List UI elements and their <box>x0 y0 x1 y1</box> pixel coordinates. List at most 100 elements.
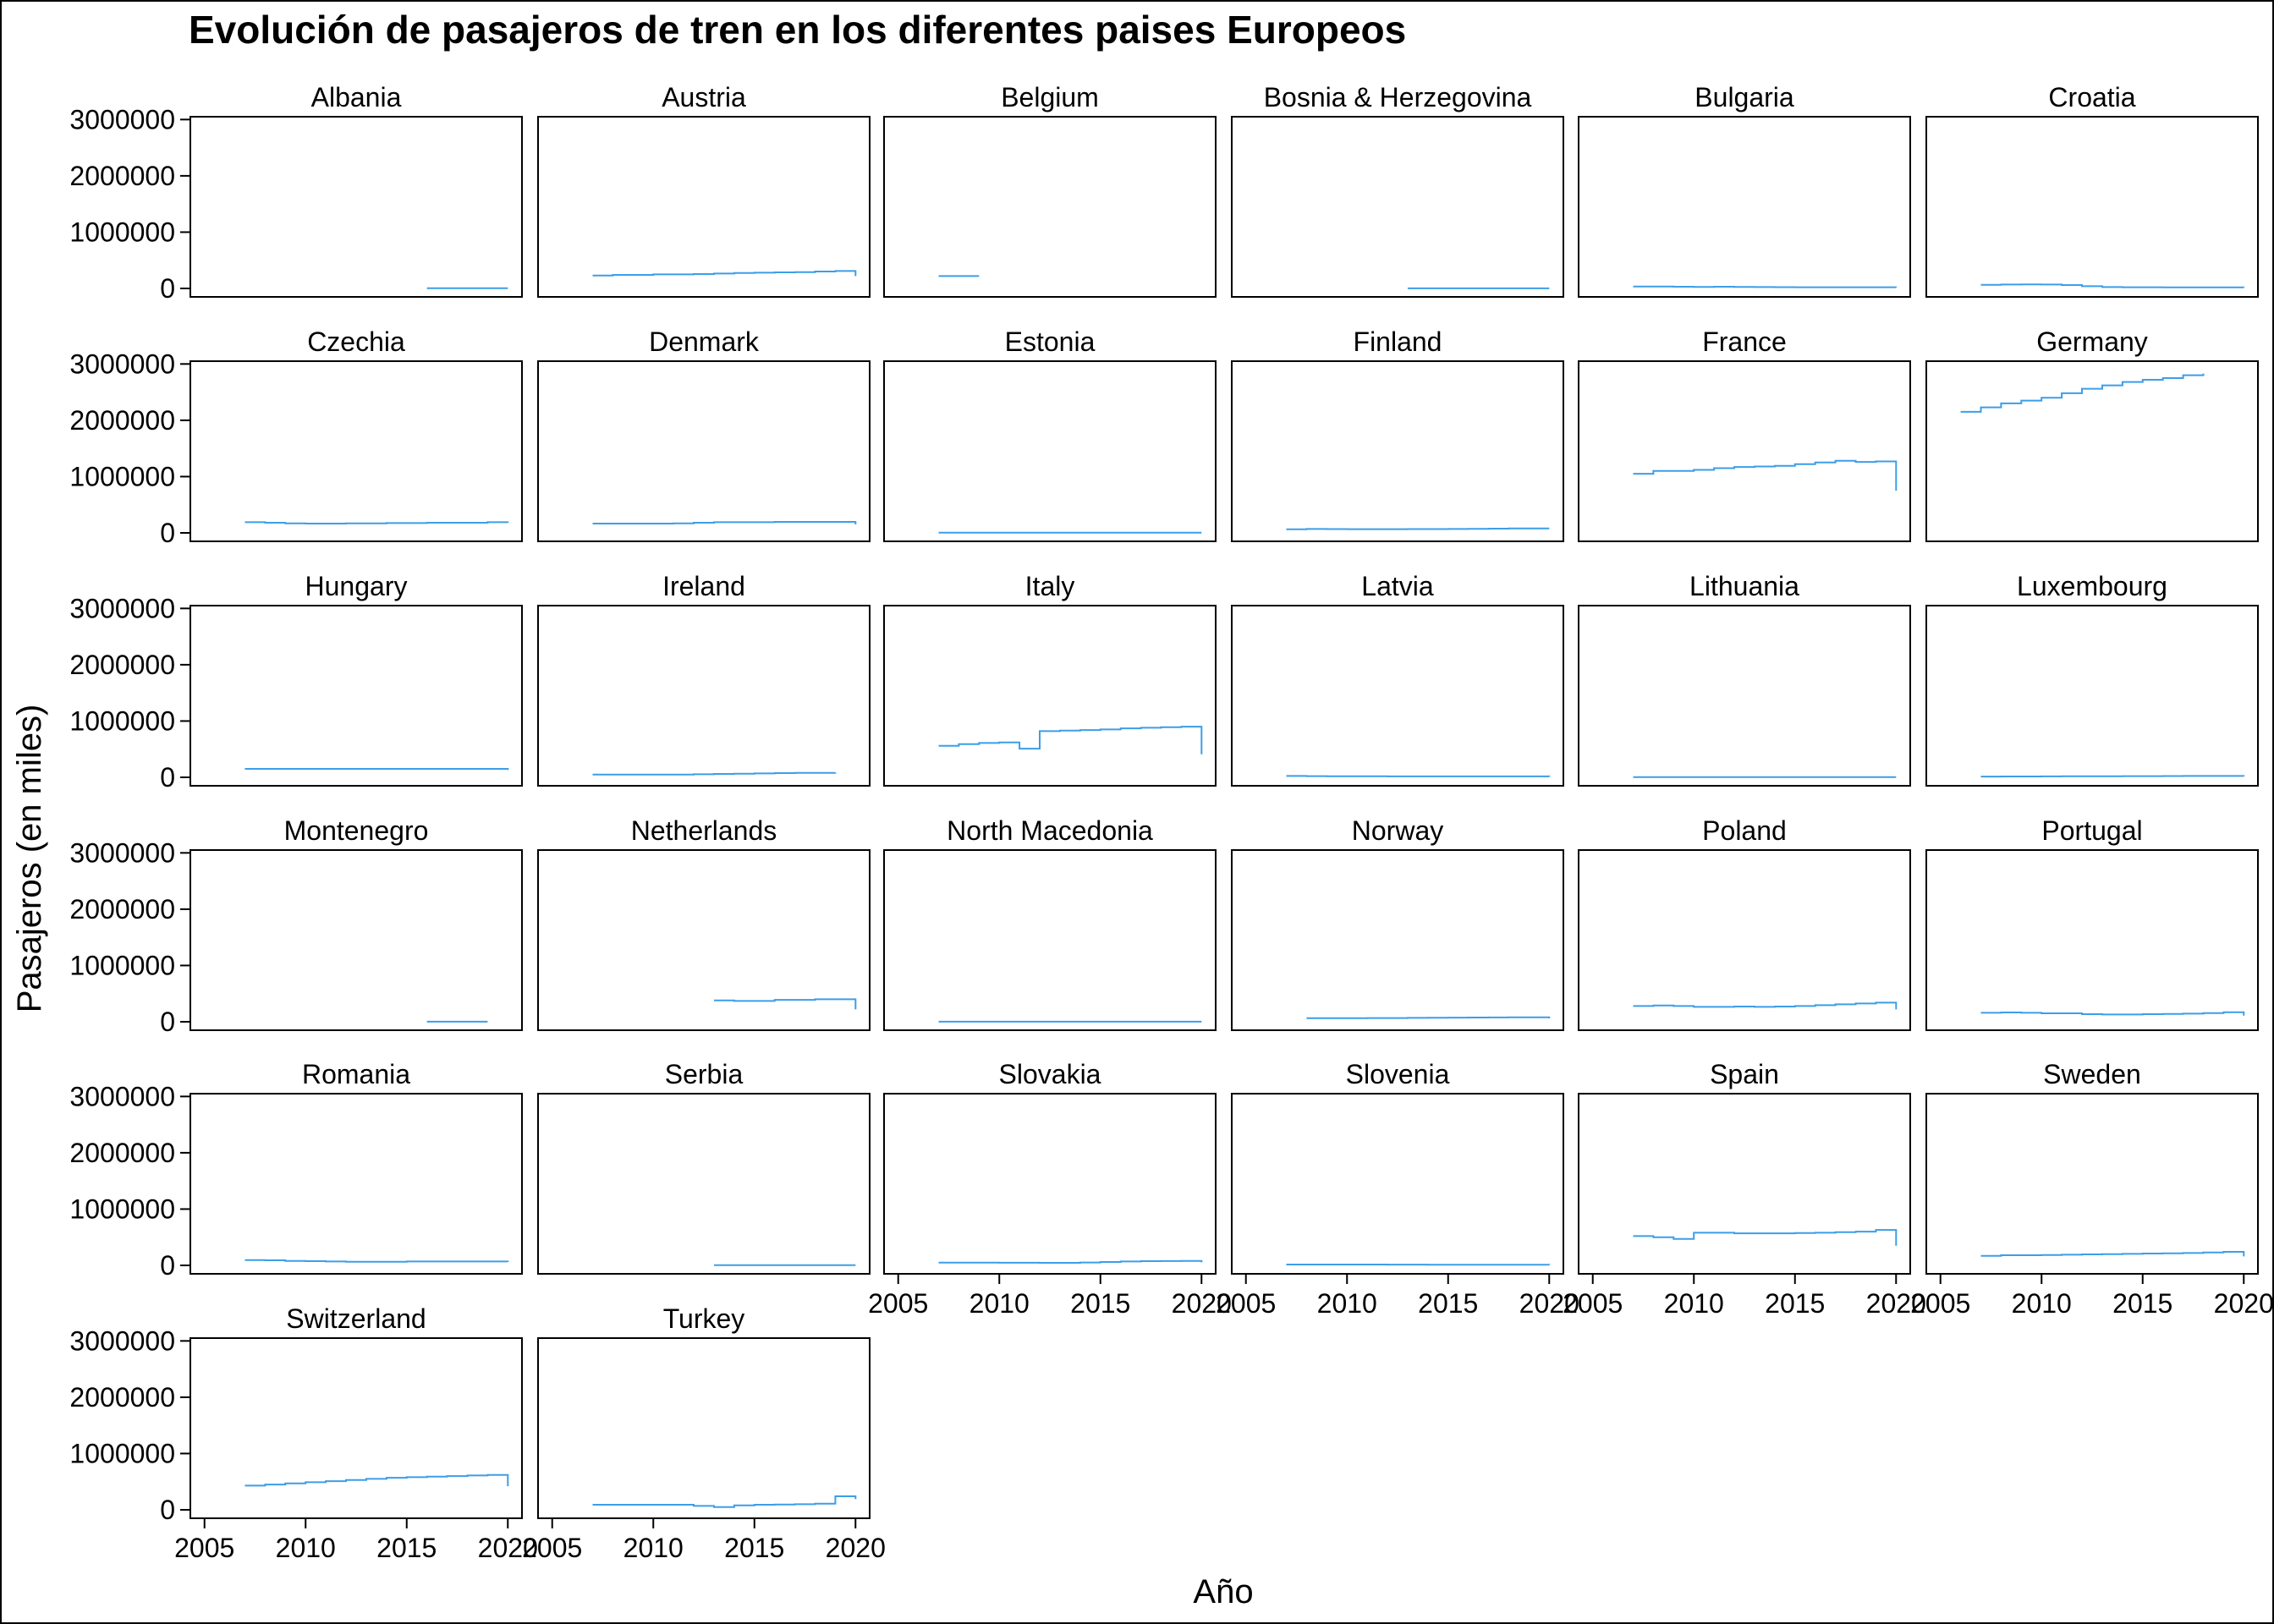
panel-frame <box>883 116 1217 298</box>
panel-frame <box>1578 360 1911 542</box>
facet-panels: Albania 0 1000000 2000000 3000000 Austria Belg… <box>69 82 2273 1563</box>
panel-strip-label: Finland <box>1354 326 1442 357</box>
facet-panel: Czechia 0 1000000 2000000 3000000 <box>69 326 523 548</box>
panel-frame <box>1925 1093 2259 1275</box>
panel-strip-label: Norway <box>1352 815 1443 846</box>
y-tick-label: 0 <box>160 518 175 548</box>
series-line <box>592 771 837 776</box>
panel-frame <box>1925 116 2259 298</box>
panel-strip-label: Austria <box>662 82 746 112</box>
x-tick-label: 2015 <box>2112 1288 2172 1319</box>
panel-frame <box>1578 1093 1911 1275</box>
panel-frame <box>1925 360 2259 542</box>
panel-strip-label: Romania <box>302 1059 410 1089</box>
y-tick-label: 1000000 <box>69 461 175 491</box>
x-tick-label: 2005 <box>1216 1288 1276 1319</box>
x-tick-label: 2015 <box>1070 1288 1130 1319</box>
facet-panel: Poland <box>1578 815 1911 1031</box>
x-tick-label: 2015 <box>724 1533 784 1563</box>
x-tick-label: 2005 <box>868 1288 928 1319</box>
series-line <box>1633 1229 1898 1246</box>
panel-strip-label: France <box>1702 326 1787 357</box>
panel-strip-label: Portugal <box>2041 815 2142 846</box>
panel-strip-label: Lithuania <box>1689 571 1799 601</box>
x-axis-label: Año <box>1193 1573 1253 1610</box>
facet-panel: Portugal <box>1925 815 2259 1031</box>
panel-strip-label: Bulgaria <box>1695 82 1794 112</box>
panel-frame <box>537 605 871 787</box>
x-tick-label: 2015 <box>1765 1288 1825 1319</box>
panel-frame <box>883 605 1217 787</box>
panel-strip-label: Italy <box>1025 571 1075 601</box>
facet-panel: Bulgaria <box>1578 82 1911 298</box>
panel-frame <box>1578 605 1911 787</box>
facet-panel: Croatia <box>1925 82 2259 298</box>
panel-frame <box>537 849 871 1031</box>
series-line <box>244 521 509 524</box>
y-tick-label: 0 <box>160 762 175 793</box>
panel-frame <box>883 360 1217 542</box>
panel-strip-label: Czechia <box>307 326 405 357</box>
panel-frame <box>537 360 871 542</box>
panel-strip-label: Serbia <box>665 1059 744 1089</box>
panel-strip-label: Poland <box>1702 815 1787 846</box>
x-tick-label: 2010 <box>2012 1288 2072 1319</box>
panel-frame <box>1231 360 1564 542</box>
y-tick-label: 2000000 <box>69 161 175 191</box>
series-line <box>592 521 857 524</box>
y-tick-label: 1000000 <box>69 217 175 247</box>
series-line <box>592 270 857 277</box>
panel-frame <box>190 1093 523 1275</box>
facet-panel: Finland <box>1231 326 1564 542</box>
x-tick-label: 2005 <box>1563 1288 1623 1319</box>
x-tick-label: 2020 <box>1866 1288 1926 1319</box>
series-line <box>1980 283 2245 288</box>
panel-frame <box>883 849 1217 1031</box>
series-line <box>714 998 857 1010</box>
series-line <box>244 1473 509 1487</box>
facet-panel: Bosnia & Herzegovina <box>1231 82 1564 298</box>
panel-frame <box>1231 849 1564 1031</box>
facet-panel: Estonia <box>883 326 1217 542</box>
x-tick-label: 2020 <box>1172 1288 1232 1319</box>
y-tick-label: 0 <box>160 1495 175 1525</box>
panel-strip-label: Germany <box>2036 326 2148 357</box>
x-tick-label: 2010 <box>969 1288 1030 1319</box>
facet-panel: France <box>1578 326 1911 542</box>
y-tick-label: 3000000 <box>69 104 175 134</box>
facet-panel: Belgium <box>883 82 1217 298</box>
x-tick-label: 2020 <box>826 1533 886 1563</box>
series-line <box>938 1259 1203 1264</box>
panel-frame <box>190 1337 523 1519</box>
panel-strip-label: Turkey <box>663 1303 745 1334</box>
panel-strip-label: Croatia <box>2048 82 2135 112</box>
facet-panel: Norway <box>1231 815 1564 1031</box>
y-tick-label: 2000000 <box>69 1382 175 1413</box>
panel-strip-label: Denmark <box>649 326 760 357</box>
panel-strip-label: Slovenia <box>1346 1059 1450 1089</box>
panel-strip-label: Ireland <box>662 571 745 601</box>
series-line <box>1633 459 1898 491</box>
y-tick-label: 3000000 <box>69 1325 175 1356</box>
x-tick-label: 2010 <box>623 1533 684 1563</box>
x-tick-label: 2015 <box>376 1533 437 1563</box>
panel-frame <box>190 849 523 1031</box>
panel-frame <box>1231 116 1564 298</box>
y-tick-label: 3000000 <box>69 348 175 379</box>
x-tick-label: 2020 <box>2214 1288 2274 1319</box>
facet-panel: Albania 0 1000000 2000000 3000000 <box>69 82 523 304</box>
facet-panel: Turkey 2005 2010 2015 2020 <box>522 1303 886 1563</box>
x-tick-label: 2015 <box>1418 1288 1478 1319</box>
facet-panel: Ireland <box>537 571 871 787</box>
panel-frame <box>1578 849 1911 1031</box>
y-axis-label: Pasajeros (en miles) <box>11 705 48 1013</box>
facet-panel: Serbia <box>537 1059 871 1275</box>
y-tick-label: 1000000 <box>69 1193 175 1224</box>
x-tick-label: 2020 <box>1519 1288 1579 1319</box>
x-tick-label: 2005 <box>522 1533 582 1563</box>
series-line <box>1980 1011 2245 1016</box>
facet-panel: Denmark <box>537 326 871 542</box>
facet-panel: Romania 0 1000000 2000000 3000000 <box>69 1059 523 1281</box>
y-tick-label: 2000000 <box>69 405 175 436</box>
series-line <box>592 1495 857 1508</box>
